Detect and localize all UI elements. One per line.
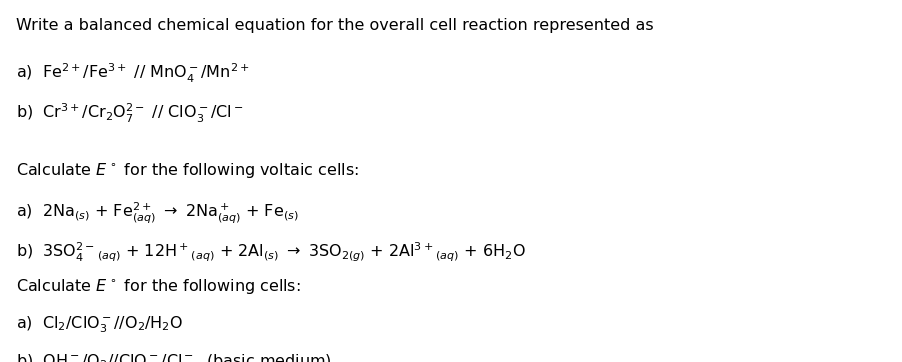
Text: a)  Cl$_2$/ClO$_3^-$//O$_2$/H$_2$O: a) Cl$_2$/ClO$_3^-$//O$_2$/H$_2$O xyxy=(16,315,183,336)
Text: b)  OH$^-$/O$_2$//ClO$_3^-$/Cl$^-$  (basic medium): b) OH$^-$/O$_2$//ClO$_3^-$/Cl$^-$ (basic… xyxy=(16,353,332,362)
Text: b)  Cr$^{3+}$/Cr$_2$O$_7^{2-}$ // ClO$_3^-$/Cl$^-$: b) Cr$^{3+}$/Cr$_2$O$_7^{2-}$ // ClO$_3^… xyxy=(16,101,244,125)
Text: a)  Fe$^{2+}$/Fe$^{3+}$ // MnO$_4^-$/Mn$^{2+}$: a) Fe$^{2+}$/Fe$^{3+}$ // MnO$_4^-$/Mn$^… xyxy=(16,62,250,85)
Text: a)  2Na$_{(s)}$ + Fe$^{2+}_{(aq)}$ $\rightarrow$ 2Na$^+_{(aq)}$ + Fe$_{(s)}$: a) 2Na$_{(s)}$ + Fe$^{2+}_{(aq)}$ $\righ… xyxy=(16,201,299,226)
Text: b)  3SO$_4^{2-}$$_{(aq)}$ + 12H$^+$$_{(aq)}$ + 2Al$_{(s)}$ $\rightarrow$ 3SO$_{2: b) 3SO$_4^{2-}$$_{(aq)}$ + 12H$^+$$_{(aq… xyxy=(16,241,525,264)
Text: Calculate $E^\circ$ for the following voltaic cells:: Calculate $E^\circ$ for the following vo… xyxy=(16,161,359,180)
Text: Write a balanced chemical equation for the overall cell reaction represented as: Write a balanced chemical equation for t… xyxy=(16,18,653,33)
Text: Calculate $E^\circ$ for the following cells:: Calculate $E^\circ$ for the following ce… xyxy=(16,277,300,296)
